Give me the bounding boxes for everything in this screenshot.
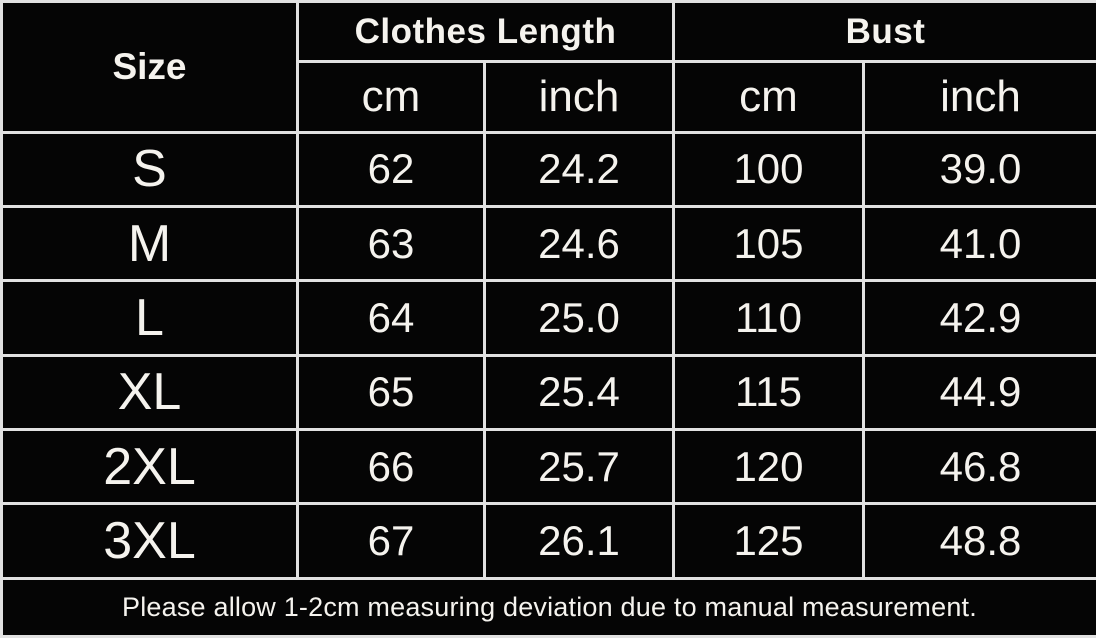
- value-cell-clothes-length-cm: 64: [296, 279, 486, 357]
- value-cell-bust-cm: 120: [672, 427, 865, 506]
- size-cell: L: [0, 279, 299, 357]
- unit-header-clothes-length-inch: inch: [483, 60, 675, 134]
- table-row-2xl: 2XL 66 25.7 120 46.8: [0, 427, 1096, 506]
- header-size: Size: [0, 0, 299, 134]
- value-cell-bust-inch: 48.8: [862, 502, 1096, 580]
- value-cell-clothes-length-cm: 65: [296, 353, 486, 431]
- table-header-row-groups: Size Clothes Length Bust: [0, 0, 1096, 134]
- value-cell-clothes-length-cm: 63: [296, 204, 486, 283]
- size-cell: XL: [0, 353, 299, 431]
- value-cell-bust-cm: 110: [672, 279, 865, 357]
- value-cell-bust-inch: 41.0: [862, 204, 1096, 283]
- table-row-3xl: 3XL 67 26.1 125 48.8: [0, 502, 1096, 580]
- value-cell-clothes-length-inch: 25.0: [483, 279, 675, 357]
- table-row-m: M 63 24.6 105 41.0: [0, 204, 1096, 283]
- size-cell: M: [0, 204, 299, 283]
- value-cell-bust-inch: 46.8: [862, 427, 1096, 506]
- value-cell-bust-cm: 105: [672, 204, 865, 283]
- value-cell-bust-inch: 39.0: [862, 130, 1096, 208]
- value-cell-clothes-length-inch: 26.1: [483, 502, 675, 580]
- value-cell-clothes-length-cm: 67: [296, 502, 486, 580]
- value-cell-clothes-length-inch: 24.6: [483, 204, 675, 283]
- table-footer-row: Please allow 1-2cm measuring deviation d…: [0, 576, 1096, 638]
- value-cell-bust-cm: 100: [672, 130, 865, 208]
- table-row-xl: XL 65 25.4 115 44.9: [0, 353, 1096, 431]
- unit-header-bust-inch: inch: [862, 60, 1096, 134]
- value-cell-clothes-length-inch: 25.4: [483, 353, 675, 431]
- value-cell-bust-cm: 125: [672, 502, 865, 580]
- table-row-l: L 64 25.0 110 42.9: [0, 279, 1096, 357]
- value-cell-clothes-length-inch: 25.7: [483, 427, 675, 506]
- value-cell-bust-inch: 42.9: [862, 279, 1096, 357]
- unit-header-clothes-length-cm: cm: [296, 60, 486, 134]
- size-cell: 3XL: [0, 502, 299, 580]
- table-header-row-units: cm inch cm inch: [2, 60, 1096, 134]
- value-cell-clothes-length-cm: 66: [296, 427, 486, 506]
- header-clothes-length: Clothes Length: [296, 0, 675, 64]
- footer-note: Please allow 1-2cm measuring deviation d…: [0, 576, 1096, 638]
- size-cell: S: [0, 130, 299, 208]
- value-cell-clothes-length-inch: 24.2: [483, 130, 675, 208]
- table-row-s: S 62 24.2 100 39.0: [0, 130, 1096, 208]
- unit-header-bust-cm: cm: [672, 60, 865, 134]
- value-cell-clothes-length-cm: 62: [296, 130, 486, 208]
- header-bust: Bust: [672, 0, 1096, 64]
- value-cell-bust-cm: 115: [672, 353, 865, 431]
- value-cell-bust-inch: 44.9: [862, 353, 1096, 431]
- size-cell: 2XL: [0, 427, 299, 506]
